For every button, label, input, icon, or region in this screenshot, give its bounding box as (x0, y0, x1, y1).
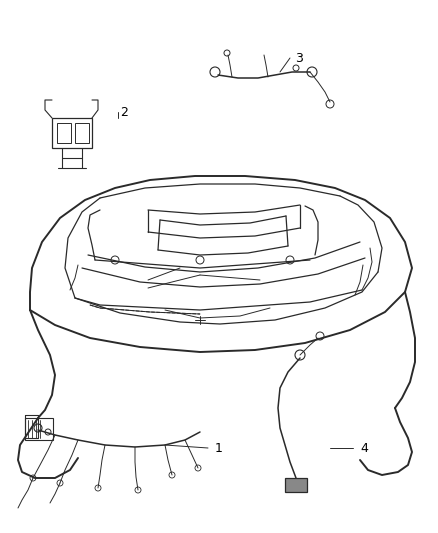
Bar (75, 123, 89, 143)
Text: 2: 2 (120, 106, 128, 118)
Bar (25, 418, 53, 440)
Text: 1: 1 (215, 441, 223, 455)
Text: 3: 3 (295, 52, 303, 64)
Bar (57, 123, 71, 143)
Bar (52, 118, 92, 148)
Text: 4: 4 (360, 441, 368, 455)
Bar (285, 478, 307, 492)
